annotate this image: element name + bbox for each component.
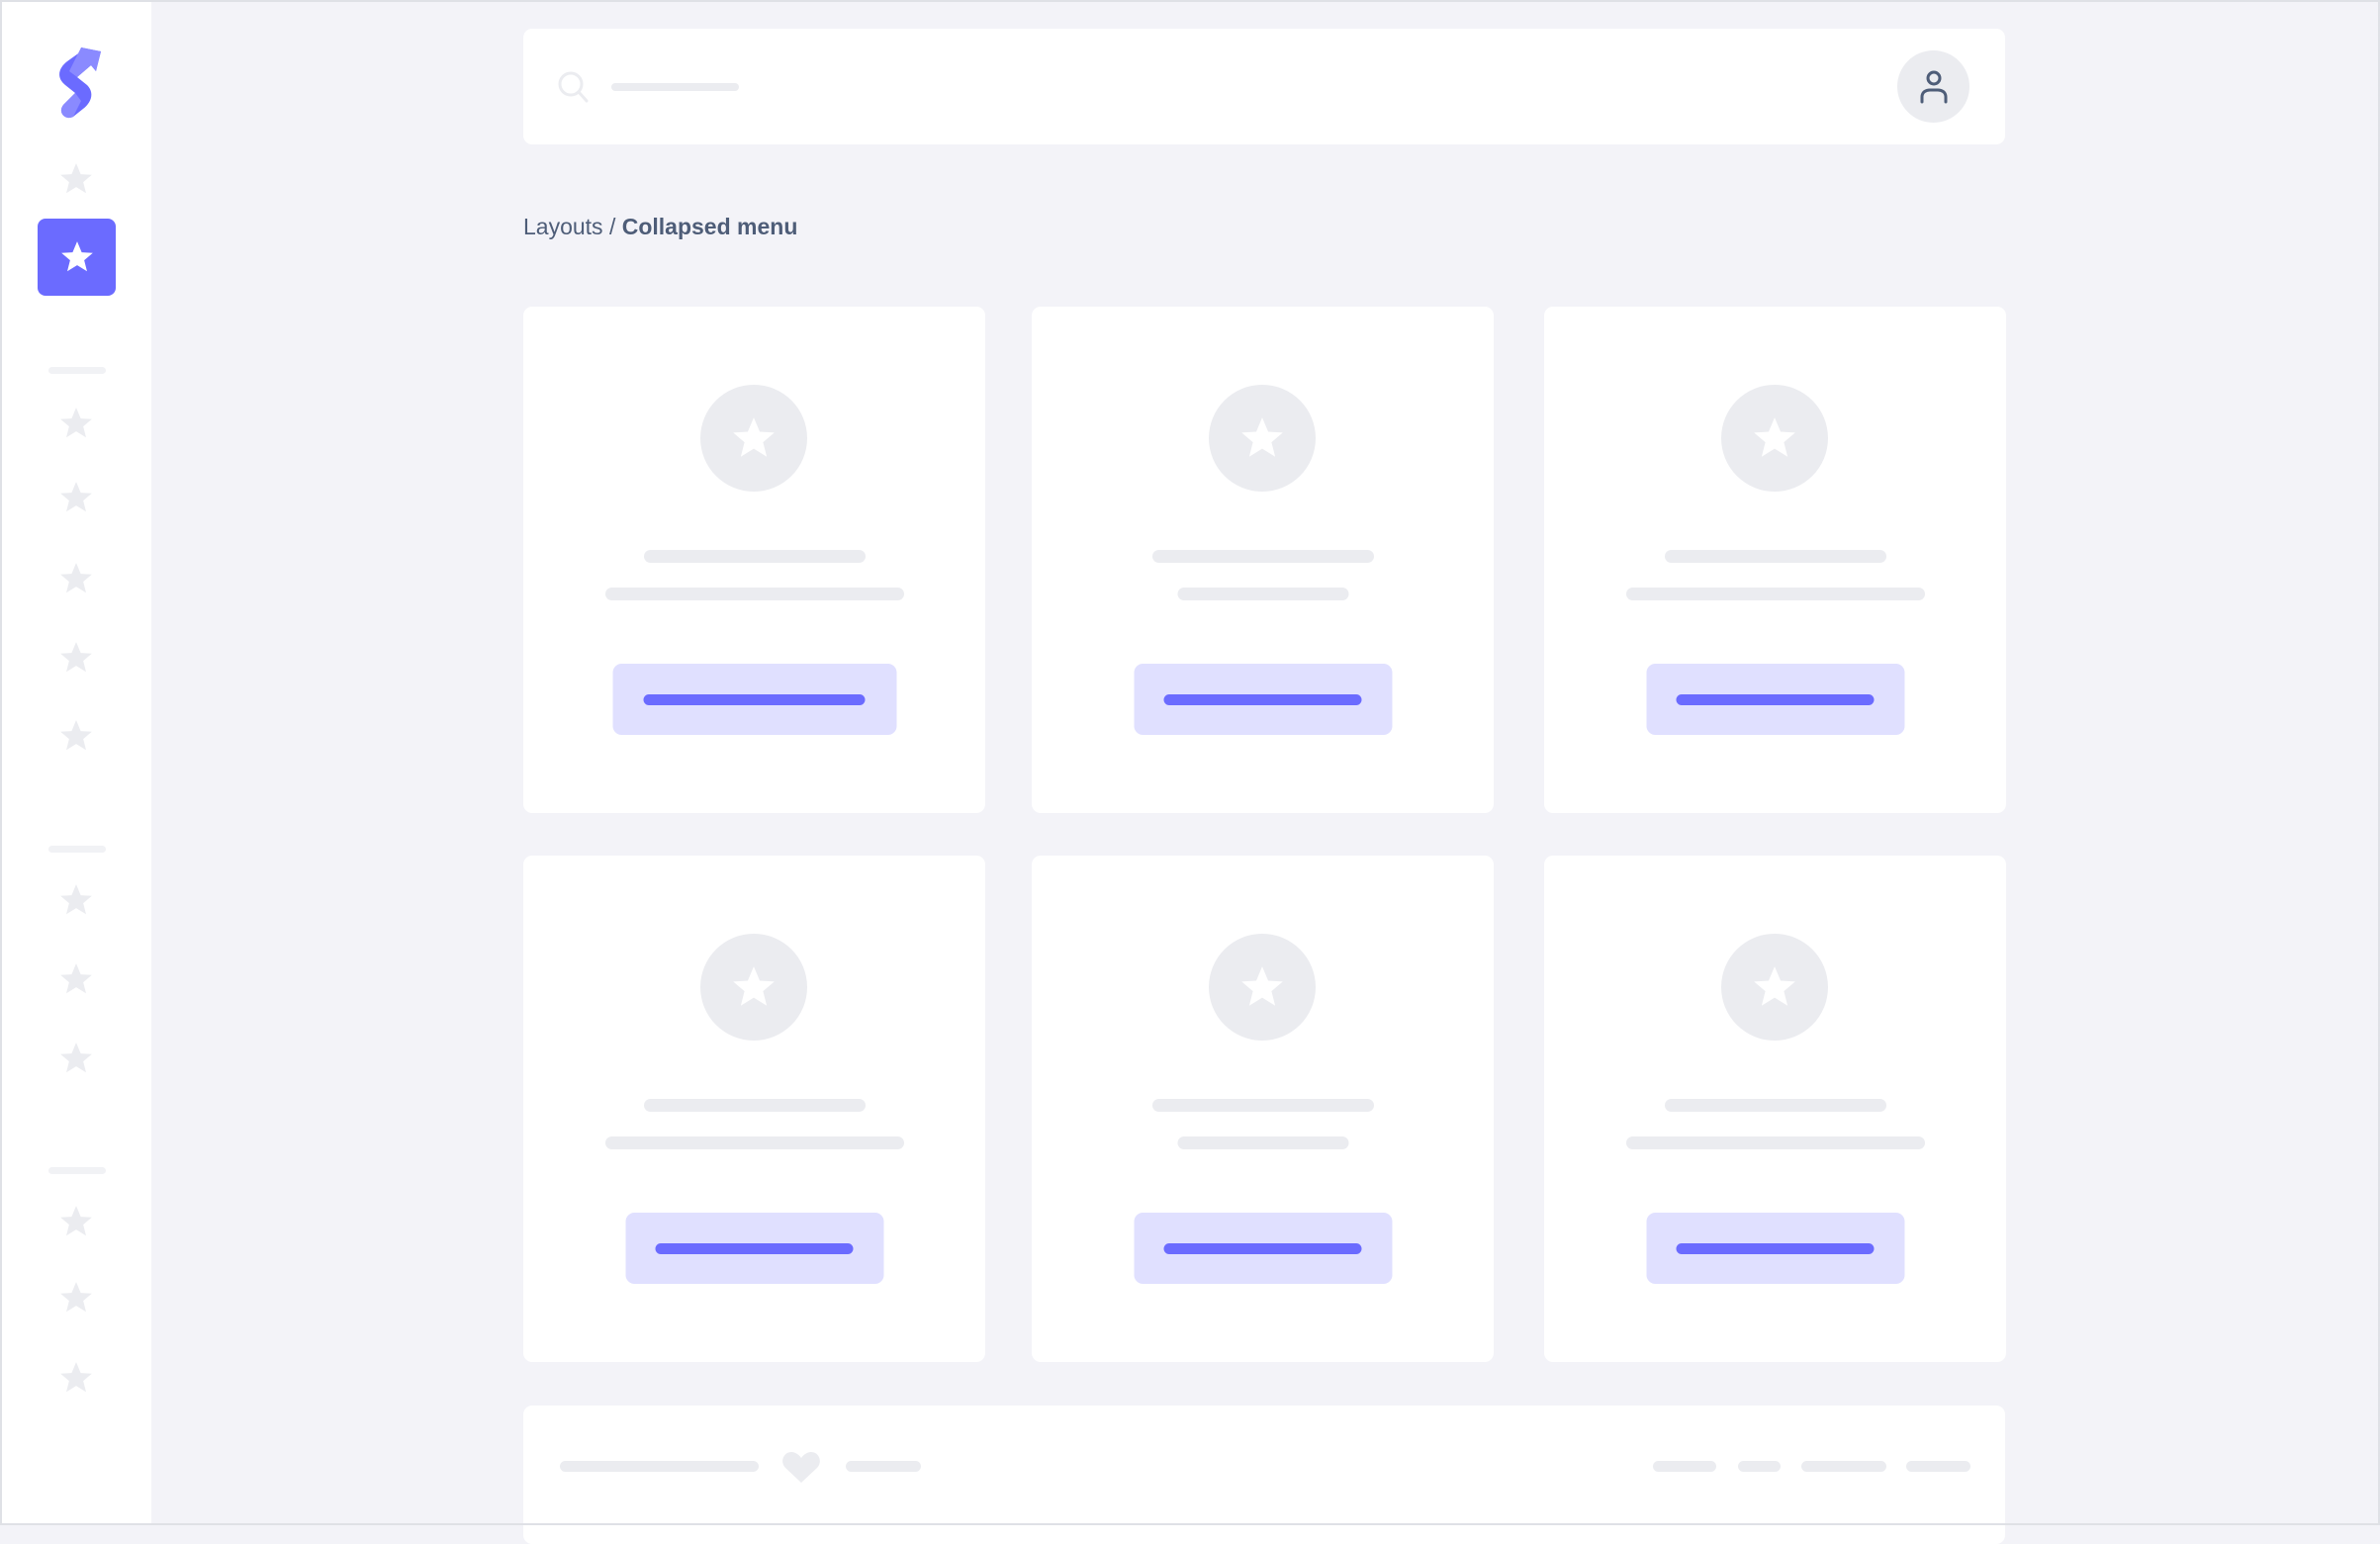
search-icon[interactable] bbox=[557, 70, 591, 104]
footer-text-placeholder bbox=[560, 1461, 759, 1472]
card-button[interactable] bbox=[1646, 1213, 1904, 1284]
heart-icon bbox=[782, 1452, 820, 1483]
card-button[interactable] bbox=[1646, 664, 1904, 735]
card-icon-circle bbox=[700, 385, 807, 492]
sidebar-item-7[interactable] bbox=[56, 716, 96, 756]
avatar[interactable] bbox=[1897, 50, 1969, 123]
footer-link-placeholder[interactable] bbox=[1906, 1461, 1970, 1472]
card-button[interactable] bbox=[1134, 1213, 1392, 1284]
card-icon-circle bbox=[700, 934, 807, 1041]
sidebar-item-10[interactable] bbox=[56, 1039, 96, 1078]
star-icon bbox=[60, 1282, 92, 1313]
card-title-placeholder bbox=[1664, 1099, 1886, 1112]
star-icon bbox=[60, 408, 92, 438]
sidebar-item-5[interactable] bbox=[56, 559, 96, 598]
sidebar-divider bbox=[48, 1167, 106, 1174]
star-icon bbox=[60, 642, 92, 673]
footer-link-placeholder[interactable] bbox=[1653, 1461, 1716, 1472]
card bbox=[1544, 856, 2006, 1362]
card-icon-circle bbox=[1209, 934, 1316, 1041]
user-icon bbox=[1920, 70, 1947, 103]
card-button-label-placeholder bbox=[1676, 693, 1875, 705]
card-text-placeholder bbox=[604, 588, 904, 600]
sidebar-item-13[interactable] bbox=[56, 1358, 96, 1398]
card-title-placeholder bbox=[1664, 550, 1886, 563]
star-icon bbox=[1754, 417, 1795, 457]
star-icon bbox=[60, 1206, 92, 1236]
breadcrumb-separator: / bbox=[602, 214, 622, 239]
star-icon bbox=[1241, 966, 1283, 1006]
star-icon bbox=[60, 241, 93, 272]
card bbox=[523, 856, 985, 1362]
card-title-placeholder bbox=[1151, 550, 1374, 563]
sidebar-item-8[interactable] bbox=[56, 880, 96, 920]
star-icon bbox=[60, 720, 92, 751]
sidebar-item-12[interactable] bbox=[56, 1278, 96, 1317]
star-icon bbox=[60, 482, 92, 512]
card-title-placeholder bbox=[643, 1099, 866, 1112]
card-text-placeholder bbox=[1177, 1136, 1348, 1149]
footer-link-placeholder[interactable] bbox=[1738, 1461, 1781, 1472]
sidebar-item-11[interactable] bbox=[56, 1202, 96, 1241]
card-text-placeholder bbox=[1177, 588, 1348, 600]
card-icon-circle bbox=[1209, 385, 1316, 492]
card-button[interactable] bbox=[1134, 664, 1392, 735]
card-text-placeholder bbox=[1625, 1136, 1925, 1149]
card-button[interactable] bbox=[625, 1213, 883, 1284]
sidebar-divider bbox=[48, 846, 106, 853]
star-icon bbox=[733, 966, 775, 1006]
card bbox=[1544, 307, 2006, 813]
card-title-placeholder bbox=[1151, 1099, 1374, 1112]
footer bbox=[523, 1406, 2005, 1544]
sidebar bbox=[0, 0, 151, 1525]
star-icon bbox=[60, 884, 92, 915]
card-title-placeholder bbox=[643, 550, 866, 563]
card bbox=[1032, 856, 1494, 1362]
card-button-label-placeholder bbox=[655, 1242, 854, 1254]
card-icon-circle bbox=[1721, 385, 1828, 492]
footer-link-placeholder[interactable] bbox=[1801, 1461, 1886, 1472]
card-text-placeholder bbox=[604, 1136, 904, 1149]
breadcrumb-parent[interactable]: Layouts bbox=[523, 214, 603, 239]
star-icon bbox=[60, 1043, 92, 1073]
star-icon bbox=[733, 417, 775, 457]
sidebar-item-4[interactable] bbox=[56, 478, 96, 517]
sidebar-item-1[interactable] bbox=[56, 159, 96, 199]
card-button[interactable] bbox=[612, 664, 896, 735]
card-button-label-placeholder bbox=[1163, 693, 1362, 705]
sidebar-divider bbox=[48, 367, 106, 374]
card-icon-circle bbox=[1721, 934, 1828, 1041]
star-icon bbox=[60, 563, 92, 593]
star-icon bbox=[60, 1362, 92, 1393]
card-button-label-placeholder bbox=[1163, 1242, 1362, 1254]
card-button-label-placeholder bbox=[1676, 1242, 1875, 1254]
search-input[interactable] bbox=[611, 83, 739, 91]
star-icon bbox=[1754, 966, 1795, 1006]
star-icon bbox=[1241, 417, 1283, 457]
card bbox=[1032, 307, 1494, 813]
top-bar bbox=[523, 29, 2005, 144]
sidebar-item-9[interactable] bbox=[56, 959, 96, 999]
card-button-label-placeholder bbox=[643, 693, 866, 705]
star-icon bbox=[60, 163, 92, 194]
footer-text-placeholder bbox=[846, 1461, 921, 1472]
sidebar-item-3[interactable] bbox=[56, 404, 96, 443]
logo-icon[interactable] bbox=[51, 45, 107, 119]
star-icon bbox=[60, 963, 92, 994]
sidebar-item-2-active[interactable] bbox=[38, 219, 116, 296]
sidebar-item-6[interactable] bbox=[56, 638, 96, 678]
breadcrumb-current: Collapsed menu bbox=[621, 214, 798, 239]
card bbox=[523, 307, 985, 813]
card-text-placeholder bbox=[1625, 588, 1925, 600]
breadcrumb: Layouts / Collapsed menu bbox=[523, 214, 797, 240]
